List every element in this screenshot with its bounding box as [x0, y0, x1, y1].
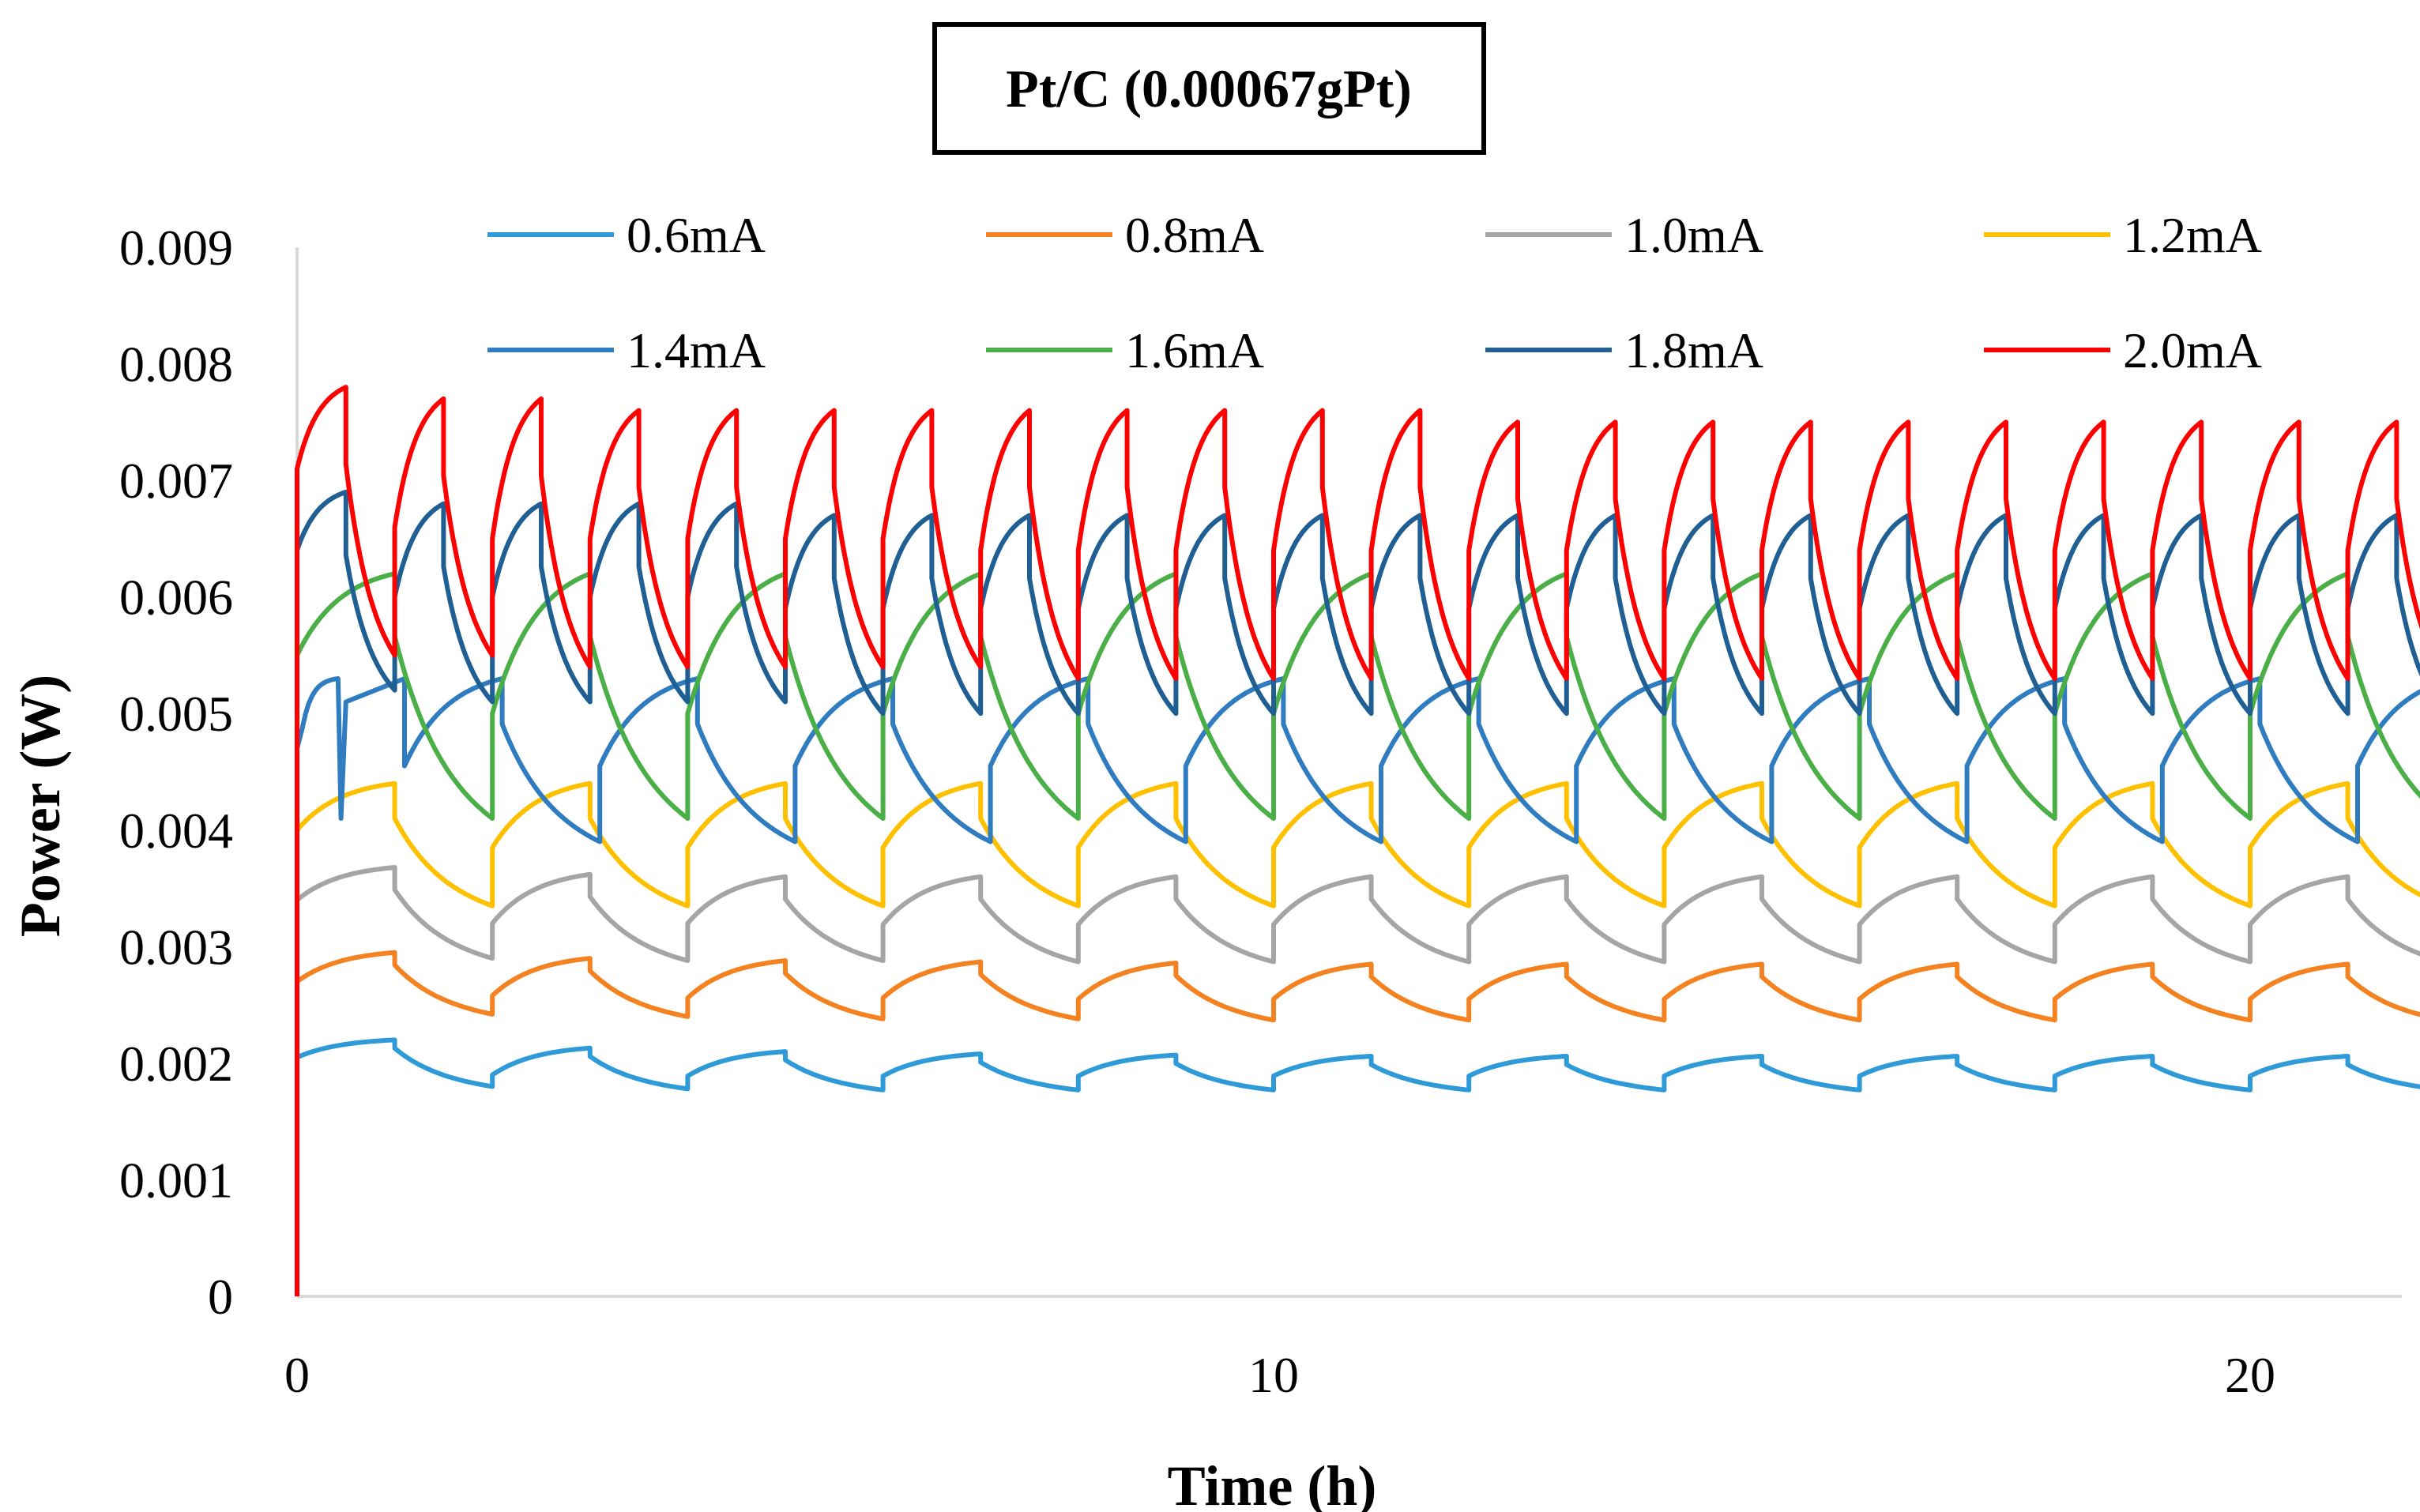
legend: 0.6mA 0.8mA 1.0mA 1.2mA 1.4mA 1.6mA 1.8mA 2.0mA	[487, 207, 2262, 378]
series-line-2-0ma	[295, 385, 2420, 1296]
y-tick-label: 0.003	[119, 919, 233, 975]
series-line-0-8ma	[295, 950, 2420, 1296]
x-tick-label: 10	[1248, 1347, 1299, 1403]
y-axis-title: Power (W)	[9, 675, 72, 938]
legend-label: 1.0mA	[1624, 207, 1763, 263]
series-line-1-4ma	[295, 676, 2420, 1296]
chart-title-box: Pt/C (0.00067gPt)	[932, 22, 1486, 155]
series-line-1-2ma	[295, 780, 2420, 1296]
legend-label: 1.2mA	[2123, 207, 2262, 263]
series-lines	[295, 385, 2420, 1296]
x-tick-label: 20	[2225, 1347, 2275, 1403]
legend-label: 1.4mA	[627, 322, 766, 378]
y-tick-labels: 0 0.001 0.002 0.003 0.004 0.005 0.006 0.007 0.00…	[119, 220, 233, 1325]
series-line-0-6ma	[295, 1037, 2420, 1296]
x-tick-label: 0	[284, 1347, 310, 1403]
y-tick-label: 0.006	[119, 570, 233, 626]
series-line-1-8ma	[295, 489, 2420, 1296]
y-tick-label: 0.007	[119, 453, 233, 509]
series-line-1-6ma	[295, 571, 2420, 1296]
x-tick-labels: 0 10 20	[284, 1347, 2275, 1403]
title-frame	[932, 22, 1486, 155]
legend-label: 1.8mA	[1624, 322, 1763, 378]
y-tick-label: 0.009	[119, 220, 233, 276]
y-tick-label: 0.008	[119, 337, 233, 393]
y-tick-label: 0.004	[119, 803, 233, 859]
x-axis-title: Time (h)	[1168, 1454, 1377, 1512]
y-tick-label: 0.005	[119, 686, 233, 742]
y-tick-label: 0.001	[119, 1152, 233, 1208]
chart-title: Pt/C (0.00067gPt)	[1006, 58, 1412, 118]
legend-label: 2.0mA	[2123, 322, 2262, 378]
y-tick-label: 0	[208, 1269, 233, 1325]
series-line-1-0ma	[295, 865, 2420, 1296]
legend-label: 0.6mA	[627, 207, 766, 263]
legend-label: 0.8mA	[1125, 207, 1264, 263]
legend-label: 1.6mA	[1125, 322, 1264, 378]
y-tick-label: 0.002	[119, 1036, 233, 1092]
